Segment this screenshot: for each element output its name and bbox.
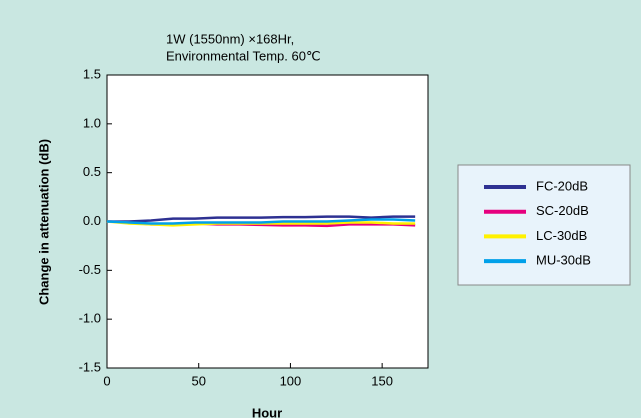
annotation: 1W (1550nm) ×168Hr, bbox=[166, 31, 294, 46]
y-tick-label: 1.5 bbox=[83, 66, 101, 81]
legend bbox=[457, 164, 631, 286]
x-tick-label: 100 bbox=[280, 373, 302, 388]
y-tick-label: -1.0 bbox=[79, 311, 101, 326]
x-tick-label: 50 bbox=[191, 373, 205, 388]
series-line bbox=[107, 215, 416, 223]
x-tick-label: 0 bbox=[103, 373, 110, 388]
legend-label: SC-20dB bbox=[536, 203, 589, 218]
x-axis-label: Hour bbox=[252, 405, 282, 418]
legend-label: MU-30dB bbox=[536, 253, 591, 268]
y-axis-label: Change in attenuation (dB) bbox=[36, 139, 51, 305]
annotation: Environmental Temp. 60℃ bbox=[166, 48, 321, 63]
y-tick-label: -1.5 bbox=[79, 359, 101, 374]
x-tick-label: 150 bbox=[371, 373, 393, 388]
y-tick-label: -0.5 bbox=[79, 262, 101, 277]
y-tick-label: 0.5 bbox=[83, 164, 101, 179]
legend-label: FC-20dB bbox=[536, 178, 588, 193]
y-tick-label: 1.0 bbox=[83, 115, 101, 130]
legend-label: LC-30dB bbox=[536, 228, 587, 243]
series-line bbox=[106, 218, 416, 225]
y-tick-label: 0.0 bbox=[83, 213, 101, 228]
